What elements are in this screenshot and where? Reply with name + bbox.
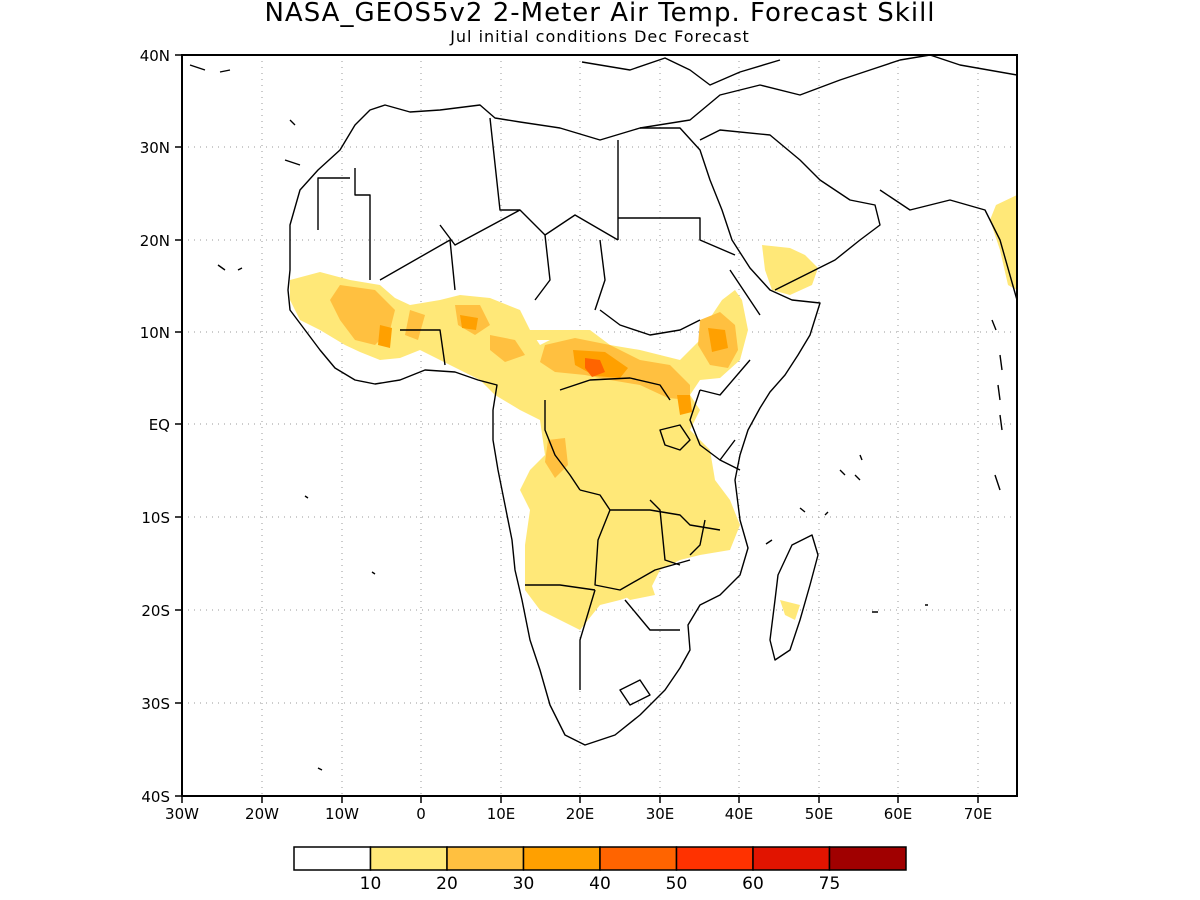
lat-label: 20S xyxy=(141,602,170,620)
lon-label: 0 xyxy=(416,805,426,823)
colorbar-label: 30 xyxy=(513,874,535,894)
colorbar-swatch xyxy=(675,846,754,871)
colorbar-label: 75 xyxy=(819,874,841,894)
lon-label: 10E xyxy=(487,805,516,823)
map-subtitle: Jul initial conditions Dec Forecast xyxy=(450,27,750,46)
map-frame xyxy=(181,54,1018,797)
colorbar-swatch xyxy=(828,846,907,871)
lon-label: 30W xyxy=(165,805,199,823)
colorbar-swatch xyxy=(599,846,678,871)
lat-label: 40S xyxy=(141,788,170,806)
lat-label: 10S xyxy=(141,509,170,527)
lon-label: 10W xyxy=(325,805,359,823)
skill-shading xyxy=(290,195,1017,630)
lon-label: 60E xyxy=(884,805,913,823)
map-title: NASA_GEOS5v2 2-Meter Air Temp. Forecast … xyxy=(264,0,936,28)
lat-label: 40N xyxy=(140,47,170,65)
lat-labels: 40N 30N 20N 10N EQ 10S 20S 30S 40S xyxy=(140,47,170,806)
colorbar-swatch xyxy=(522,846,601,871)
lon-label: 30E xyxy=(646,805,675,823)
colorbar-label: 60 xyxy=(742,874,764,894)
colorbar-swatch xyxy=(446,846,525,871)
lat-label: 10N xyxy=(140,324,170,342)
lat-label: 20N xyxy=(140,232,170,250)
lat-label: 30S xyxy=(141,695,170,713)
colorbar-swatch xyxy=(293,846,372,871)
lon-label: 50E xyxy=(805,805,834,823)
lon-labels: 30W 20W 10W 0 10E 20E 30E 40E 50E 60E 70… xyxy=(165,805,992,823)
lon-label: 70E xyxy=(964,805,993,823)
colorbar-label: 20 xyxy=(436,874,458,894)
colorbar-labels: 10 20 30 40 50 60 75 xyxy=(360,874,841,894)
lat-label: 30N xyxy=(140,139,170,157)
lat-label: EQ xyxy=(149,416,170,434)
colorbar xyxy=(293,846,907,871)
lon-label: 20E xyxy=(566,805,595,823)
colorbar-swatch xyxy=(752,846,831,871)
lon-label: 40E xyxy=(725,805,754,823)
lon-label: 20W xyxy=(245,805,279,823)
coastlines-borders xyxy=(189,55,1017,771)
tick-marks xyxy=(175,54,979,803)
colorbar-swatch xyxy=(369,846,448,871)
colorbar-label: 50 xyxy=(666,874,688,894)
colorbar-label: 40 xyxy=(589,874,611,894)
colorbar-label: 10 xyxy=(360,874,382,894)
